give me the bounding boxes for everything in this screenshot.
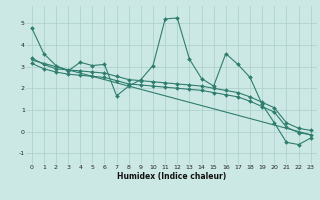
X-axis label: Humidex (Indice chaleur): Humidex (Indice chaleur) xyxy=(116,172,226,181)
